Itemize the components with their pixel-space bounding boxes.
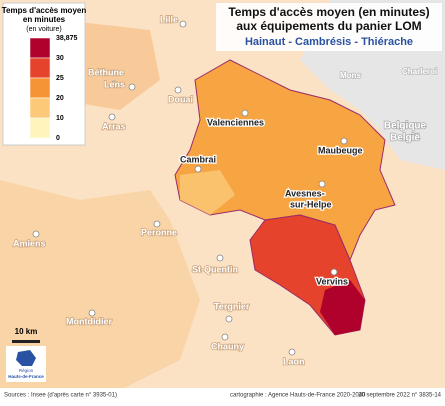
- city-label: Maubeuge: [318, 145, 363, 155]
- city-label: St-Quentin: [192, 264, 238, 274]
- legend-label: 0: [56, 135, 60, 142]
- marker: [153, 220, 161, 228]
- footer-sources: Sources : Insee (d'après carte n° 3935-0…: [4, 393, 117, 399]
- city-label: Vervins: [316, 276, 348, 286]
- marker: [174, 86, 182, 94]
- city-markers: [32, 20, 348, 356]
- logo-text: Hauts-de-France: [8, 374, 44, 379]
- legend-label: 25: [56, 75, 64, 82]
- title-background: [216, 3, 442, 51]
- title-box: Temps d'accès moyen (en minutes) aux équ…: [216, 3, 442, 51]
- city-label: Peronne: [141, 227, 177, 237]
- marker: [128, 83, 136, 91]
- scale-label: 10 km: [15, 327, 38, 336]
- legend-swatch: [29, 117, 51, 139]
- country-label: België: [390, 133, 420, 144]
- footer-credit: cartographie : Agence Hauts-de-France 20…: [230, 393, 366, 399]
- city-label: Cambrai: [180, 154, 216, 164]
- dark-area: [320, 280, 365, 335]
- scale-line: [12, 340, 40, 343]
- marker: [110, 80, 118, 88]
- logo-shape: [16, 350, 36, 366]
- marker: [32, 230, 40, 238]
- city-label: sur-Helpe: [290, 199, 332, 209]
- footer-date: 20 septembre 2022 n° 3835-14: [358, 393, 441, 399]
- legend-swatch: [29, 77, 51, 99]
- marker: [221, 333, 229, 341]
- country-label: Belgique: [384, 121, 427, 132]
- city-label: Tergnier: [214, 301, 250, 311]
- marker: [340, 137, 348, 145]
- city-label: Arras: [102, 121, 126, 131]
- marker: [216, 254, 224, 262]
- marker: [241, 109, 249, 117]
- subtitle: Hainaut - Cambrésis - Thiérache: [245, 36, 413, 48]
- legend-label: 10: [56, 115, 64, 122]
- city-label: Valenciennes: [207, 117, 264, 127]
- marker: [108, 113, 116, 121]
- somme-area: [0, 180, 200, 390]
- city-label: Douai: [168, 94, 193, 104]
- city-label: Laon: [283, 356, 305, 366]
- legend-label: 38,875: [56, 35, 78, 42]
- marker: [88, 309, 96, 317]
- legend: Temps d'accès moyen en minutes (en voitu…: [2, 2, 87, 146]
- marker: [194, 165, 202, 173]
- cambrai-area: [180, 170, 235, 215]
- city-label: Chauny: [211, 341, 244, 351]
- logo: Région Hauts-de-France: [6, 346, 46, 382]
- city-label: Charleroi: [402, 67, 437, 76]
- city-label: Lens: [104, 79, 125, 89]
- marker: [330, 268, 338, 276]
- title: aux équipements du panier LOM: [236, 19, 421, 33]
- legend-swatch: [29, 37, 51, 59]
- legend-label: 30: [56, 55, 64, 62]
- legend-title: en minutes: [23, 15, 66, 24]
- city-label: Avesnes-: [285, 188, 325, 198]
- city-label: Lille: [160, 14, 178, 24]
- city-label: Amiens: [13, 238, 46, 248]
- title: Temps d'accès moyen (en minutes): [228, 5, 429, 19]
- marker: [225, 315, 233, 323]
- scale-bar: 10 km: [12, 327, 40, 343]
- legend-title: Temps d'accès moyen: [2, 6, 87, 15]
- marker: [179, 20, 187, 28]
- city-label: Béthune: [88, 67, 124, 77]
- logo-text: Région: [19, 368, 34, 373]
- legend-swatch: [29, 57, 51, 79]
- legend-title: (en voiture): [26, 26, 61, 33]
- footer-background: [0, 388, 445, 401]
- marker: [288, 348, 296, 356]
- legend-swatch: [29, 97, 51, 119]
- marker: [318, 180, 326, 188]
- city-label: Montdidier: [66, 316, 112, 326]
- city-label: Mons: [340, 71, 361, 80]
- legend-label: 20: [56, 95, 64, 102]
